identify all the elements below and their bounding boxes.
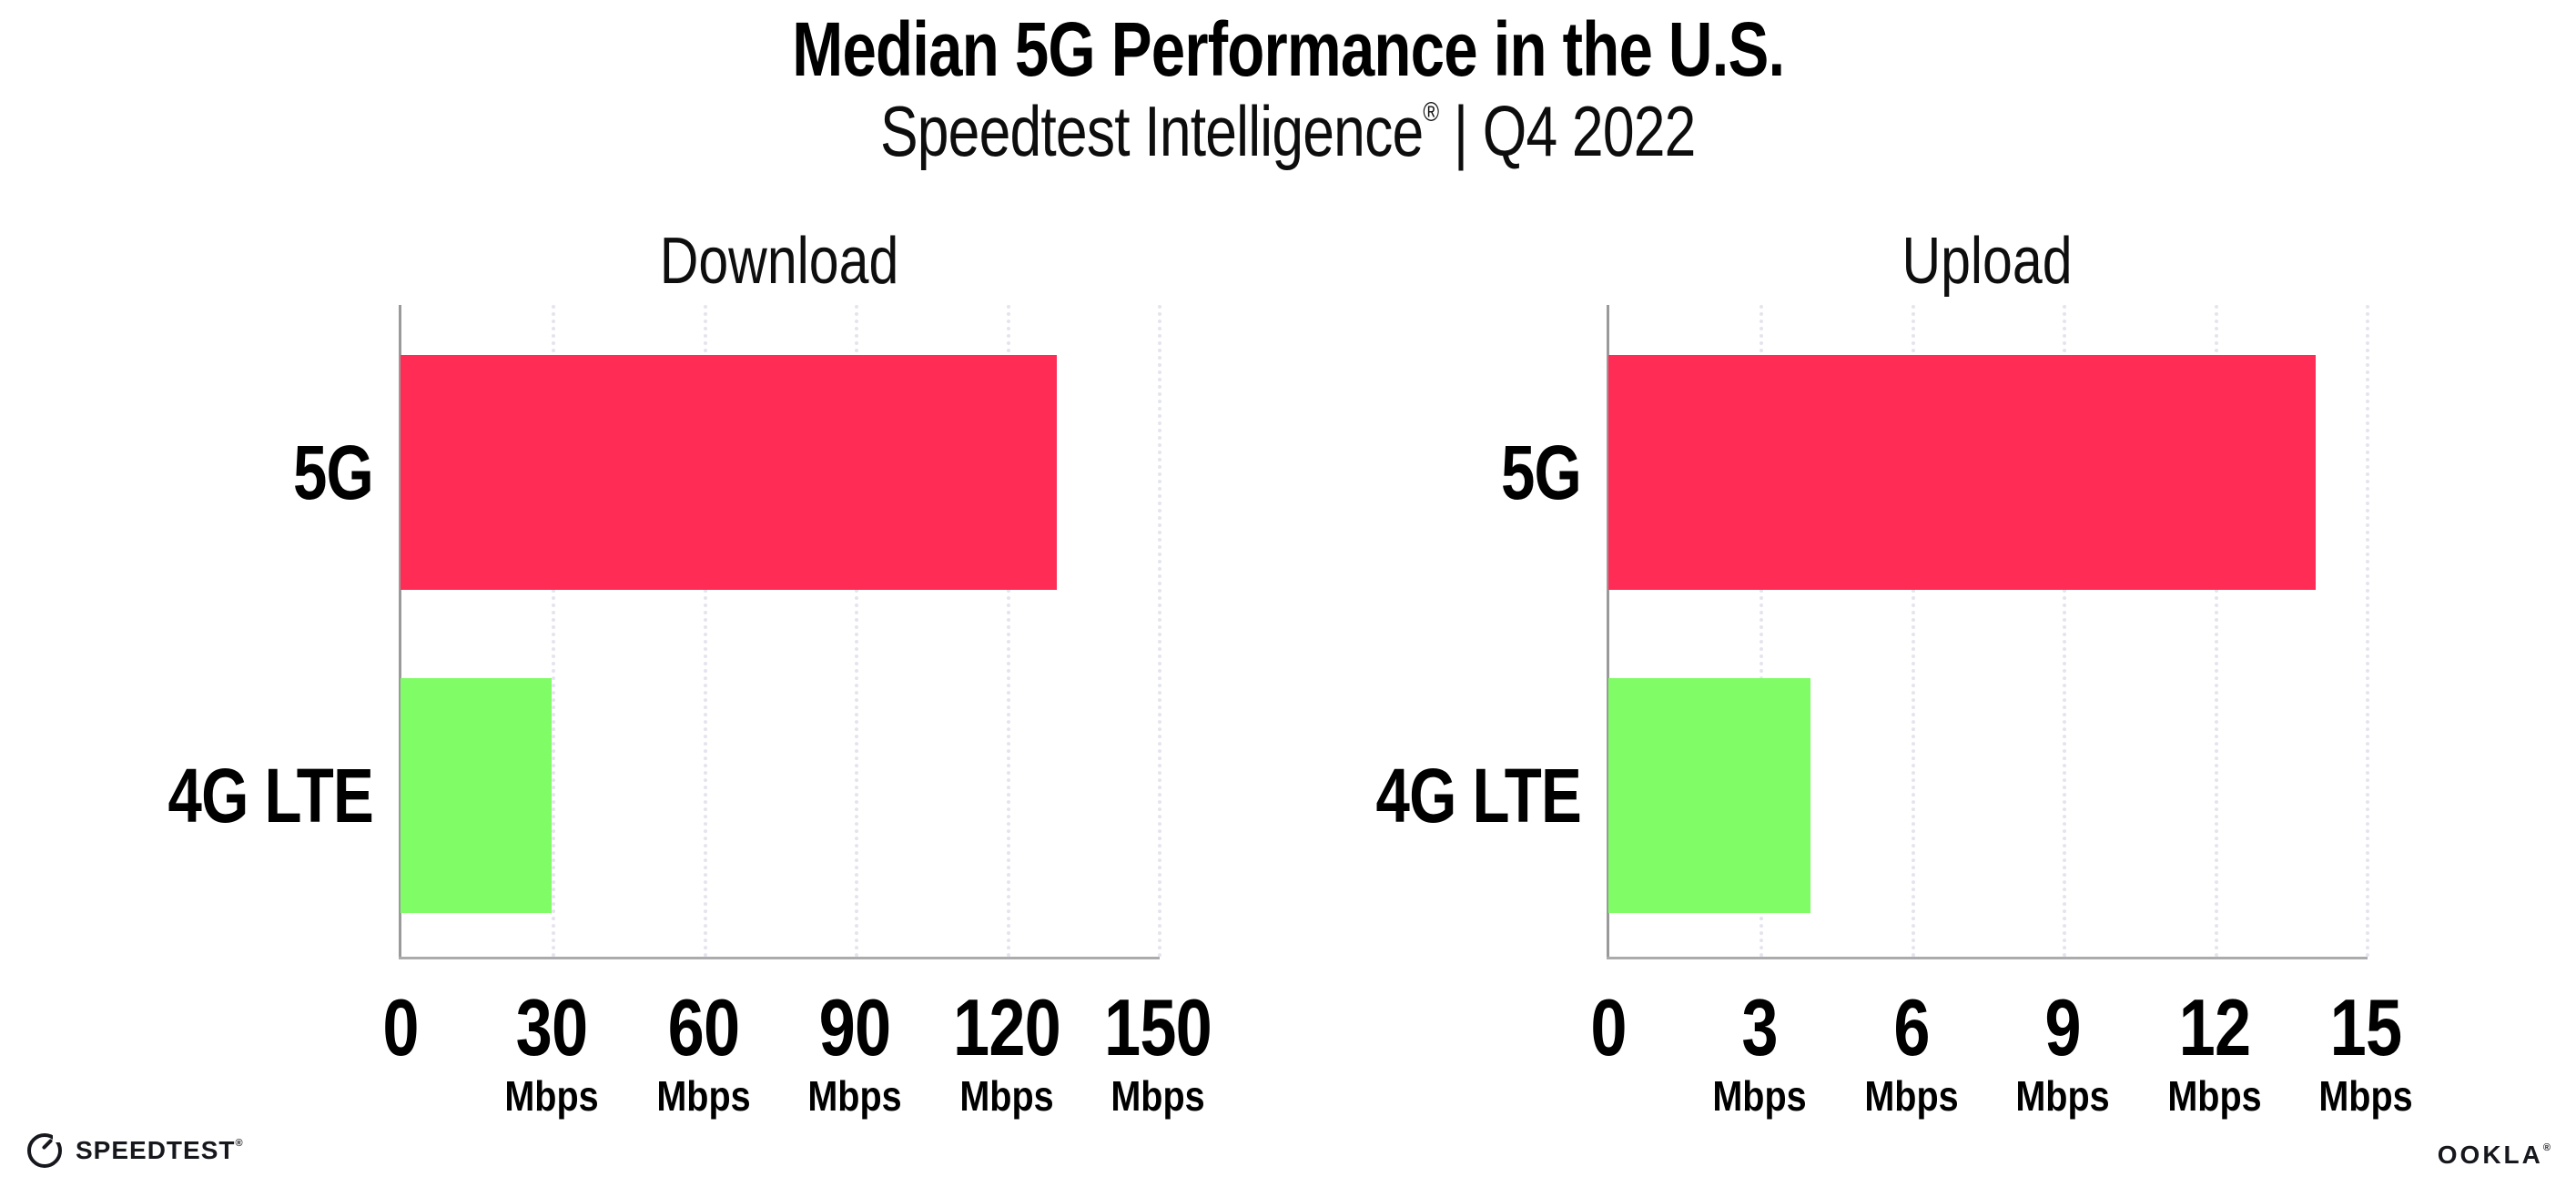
page-title-text: Median 5G Performance in the U.S.	[791, 6, 1785, 92]
category-label-4g-lte: 4G LTE	[167, 752, 374, 838]
subtitle-brand: Speedtest Intelligence	[880, 91, 1424, 171]
tick-unit: Mbps	[958, 1072, 1054, 1120]
category-labels: 5G 4G LTE	[109, 305, 374, 958]
x-tick-label: 15 Mbps	[2311, 982, 2420, 1120]
upload-chart: Upload 5G 4G LTE 0 3 Mbps 6 Mbps 9 Mbps 12 Mbps 15…	[1317, 218, 2413, 1156]
ookla-wordmark: OOKLA®	[2437, 1141, 2551, 1169]
tick-unit: Mbps	[807, 1072, 902, 1120]
subtitle-period: | Q4 2022	[1438, 91, 1697, 171]
x-tick-label: 3 Mbps	[1705, 982, 1814, 1120]
tick-unit: Mbps	[1111, 1072, 1205, 1120]
category-labels: 5G 4G LTE	[1317, 305, 1582, 958]
tick-value: 6	[1893, 982, 1930, 1072]
bar-4g-lte	[401, 678, 553, 913]
gridline	[1760, 305, 1764, 958]
speedtest-trademark: ®	[235, 1138, 243, 1149]
tick-value: 30	[516, 982, 588, 1072]
x-tick-label: 0	[1587, 988, 1630, 1068]
y-axis	[399, 305, 401, 958]
tick-value: 9	[2044, 982, 2082, 1072]
x-tick-label: 0	[379, 988, 422, 1068]
category-label-5g: 5G	[1500, 429, 1582, 515]
ookla-trademark: ®	[2542, 1142, 2551, 1153]
tick-value: 60	[667, 982, 740, 1072]
bar-5g	[401, 355, 1058, 590]
category-label-5g: 5G	[292, 429, 374, 515]
ookla-logo: OOKLA®	[2438, 1141, 2551, 1170]
x-tick-label: 30 Mbps	[497, 982, 606, 1120]
tick-value: 0	[382, 982, 419, 1072]
y-axis	[1607, 305, 1609, 958]
x-tick-label: 150 Mbps	[1092, 982, 1223, 1120]
bar-5g	[1608, 355, 2316, 590]
page-subtitle: Speedtest Intelligence® | Q4 2022	[0, 91, 2576, 173]
gridline	[2063, 305, 2067, 958]
tick-value: 90	[818, 982, 891, 1072]
gridline	[1158, 305, 1161, 958]
tick-value: 120	[952, 982, 1061, 1072]
tick-value: 3	[1741, 982, 1779, 1072]
gridline	[1911, 305, 1915, 958]
x-tick-label: 9 Mbps	[2008, 982, 2117, 1120]
registered-mark: ®	[1423, 97, 1440, 127]
x-tick-label: 6 Mbps	[1857, 982, 1966, 1120]
plot-area	[399, 305, 1161, 959]
x-tick-label: 12 Mbps	[2160, 982, 2269, 1120]
subtitle-text: Speedtest Intelligence® | Q4 2022	[880, 91, 1696, 173]
tick-unit: Mbps	[504, 1072, 600, 1120]
gridline	[855, 305, 859, 958]
bar-4g-lte	[1608, 678, 1810, 913]
gridline	[552, 305, 556, 958]
x-axis-ticks: 0 3 Mbps 6 Mbps 9 Mbps 12 Mbps 15 Mbps	[1590, 982, 2412, 1142]
tick-value: 0	[1590, 982, 1627, 1072]
speedtest-wordmark: SPEEDTEST®	[76, 1136, 243, 1164]
tick-unit: Mbps	[2015, 1072, 2110, 1120]
tick-unit: Mbps	[1712, 1072, 1808, 1120]
tick-unit: Mbps	[656, 1072, 751, 1120]
gridline	[703, 305, 707, 958]
tick-unit: Mbps	[2166, 1072, 2262, 1120]
tick-value: 150	[1104, 982, 1212, 1072]
gauge-icon	[27, 1132, 63, 1168]
tick-unit: Mbps	[1864, 1072, 1959, 1120]
x-axis-ticks: 0 30 Mbps 60 Mbps 90 Mbps 120 Mbps 150 Mbps	[382, 982, 1212, 1142]
tick-value: 15	[2329, 982, 2402, 1072]
x-axis	[399, 957, 1160, 959]
gridline	[1006, 305, 1010, 958]
chart-title-download: Download	[659, 225, 899, 298]
tick-unit: Mbps	[2318, 1072, 2413, 1120]
x-tick-label: 60 Mbps	[649, 982, 758, 1120]
x-axis	[1607, 957, 2368, 959]
gridline	[2366, 305, 2369, 958]
page-title: Median 5G Performance in the U.S.	[0, 9, 2576, 89]
speedtest-logo: SPEEDTEST®	[27, 1132, 243, 1168]
chart-title-upload: Upload	[1902, 225, 2073, 298]
plot-area	[1607, 305, 2369, 959]
tick-value: 12	[2178, 982, 2250, 1072]
x-tick-label: 90 Mbps	[800, 982, 909, 1120]
download-chart: Download 5G 4G LTE 0 30 Mbps 60 Mbps 90 Mbps 120…	[109, 218, 1212, 1156]
category-label-4g-lte: 4G LTE	[1375, 752, 1582, 838]
gridline	[2214, 305, 2218, 958]
x-tick-label: 120 Mbps	[941, 982, 1072, 1120]
